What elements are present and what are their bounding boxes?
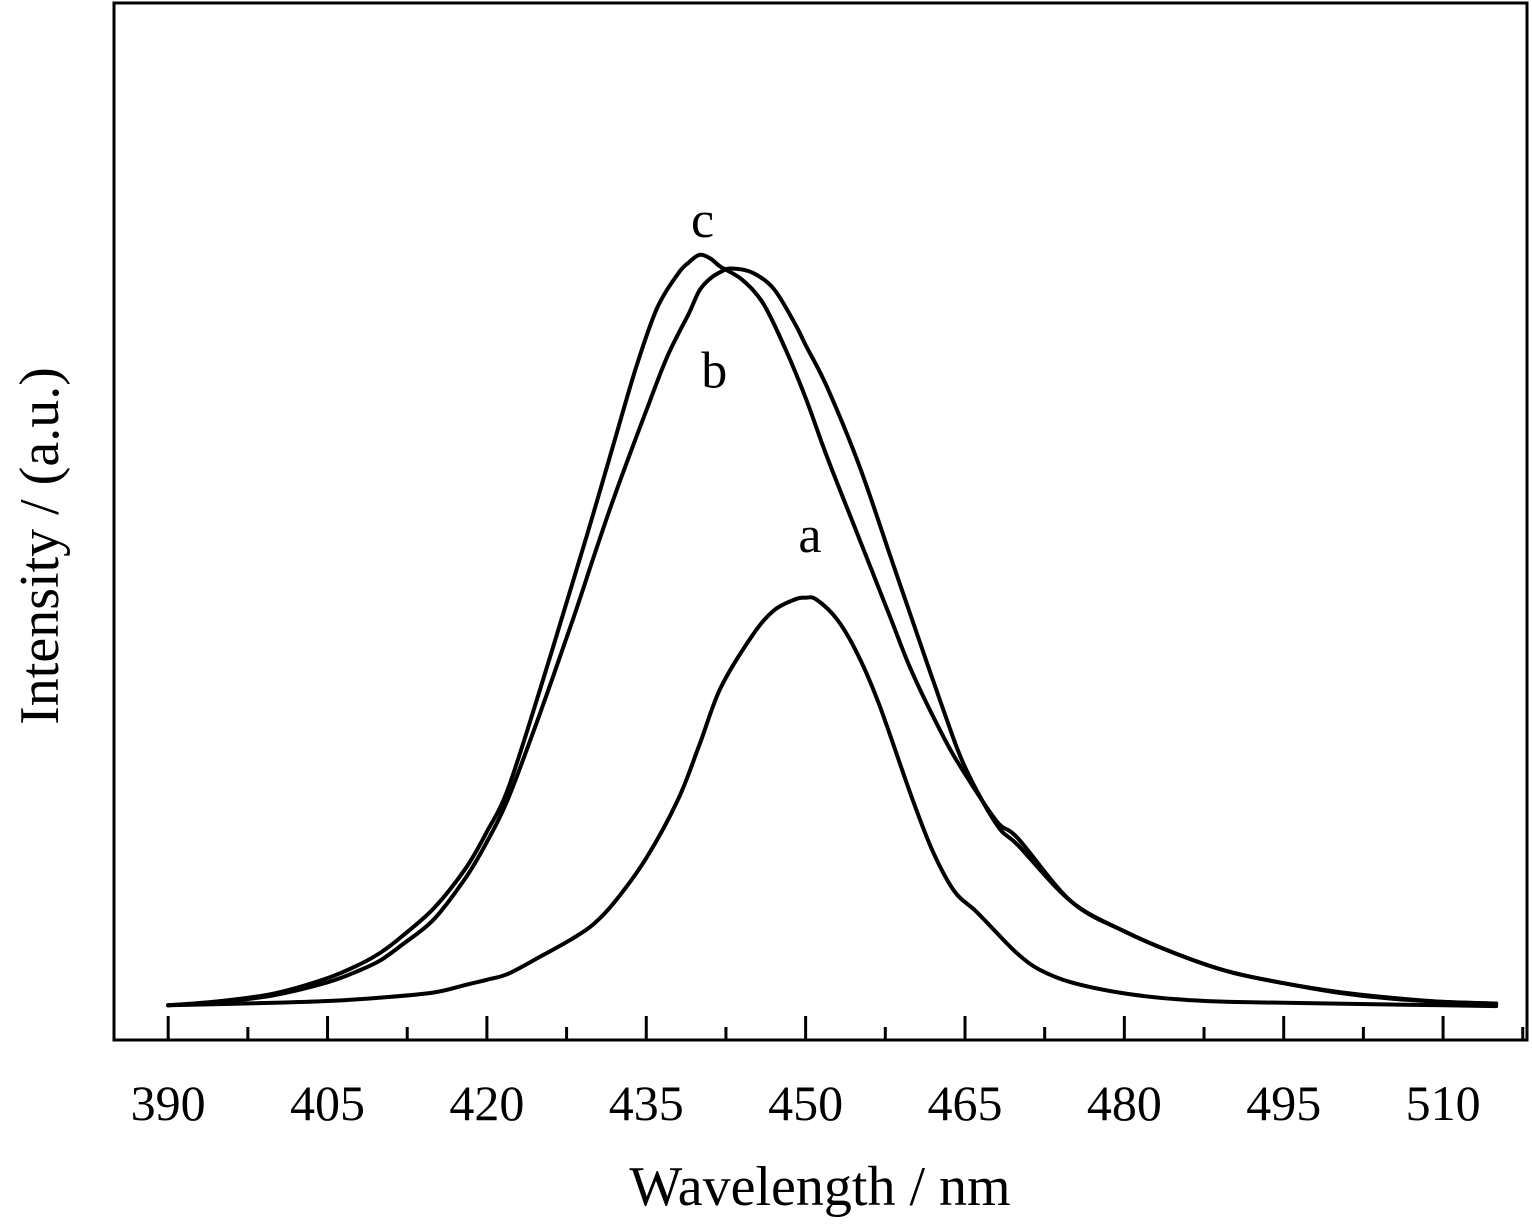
x-tick-label-405: 405 <box>290 1075 365 1131</box>
curve-label-c: c <box>691 192 714 249</box>
series-c-line <box>166 252 1499 1008</box>
x-axis-title: Wavelength / nm <box>629 1156 1010 1218</box>
x-tick-label-510: 510 <box>1406 1075 1481 1131</box>
series-b-line <box>166 266 1499 1008</box>
y-axis-title: Intensity / (a.u.) <box>9 367 71 725</box>
x-tick-label-390: 390 <box>131 1075 206 1131</box>
curve-label-b: b <box>701 343 727 400</box>
plot-frame <box>112 1 1529 1042</box>
x-tick-label-420: 420 <box>449 1075 524 1131</box>
x-axis-ticks <box>166 1016 1525 1040</box>
series-a-line <box>166 595 1499 1009</box>
x-tick-label-495: 495 <box>1246 1075 1321 1131</box>
x-tick-label-435: 435 <box>609 1075 684 1131</box>
curve-label-a: a <box>798 507 821 564</box>
x-tick-label-480: 480 <box>1087 1075 1162 1131</box>
x-tick-label-450: 450 <box>768 1075 843 1131</box>
x-axis-tick-labels: 390 405 420 435 450 465 480 495 510 <box>131 1075 1481 1131</box>
series-lines <box>166 252 1499 1009</box>
curve-labels: a b c <box>691 192 821 564</box>
x-tick-label-465: 465 <box>927 1075 1002 1131</box>
